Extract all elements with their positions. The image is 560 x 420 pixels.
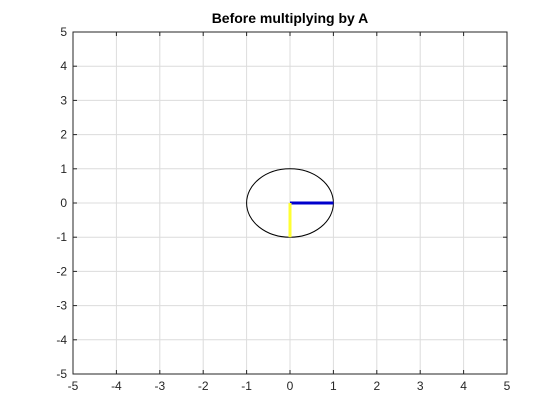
- series-group: [246, 168, 334, 238]
- y-tick-label: 2: [60, 128, 67, 142]
- y-tick-label: -1: [56, 230, 67, 244]
- unit-circle: [246, 168, 334, 238]
- y-tick-label: -4: [56, 333, 67, 347]
- y-tick-label: 5: [60, 25, 67, 39]
- x-tick-label: -3: [154, 379, 165, 393]
- x-tick-label: 5: [504, 379, 511, 393]
- y-axis: -5 -4 -3 -2 -1 0 1 2 3 4 5: [56, 25, 507, 381]
- y-tick-label: 4: [60, 59, 67, 73]
- y-tick-label: -2: [56, 264, 67, 278]
- y-tick-label: 3: [60, 93, 67, 107]
- x-tick-label: 0: [287, 379, 294, 393]
- x-tick-label: 3: [417, 379, 424, 393]
- y-tick-label: 1: [60, 162, 67, 176]
- x-tick-label: -2: [198, 379, 209, 393]
- y-tick-label: -5: [56, 367, 67, 381]
- chart-title: Before multiplying by A: [212, 10, 369, 26]
- x-tick-label: 2: [373, 379, 380, 393]
- x-tick-label: -4: [111, 379, 122, 393]
- x-tick-label: 4: [460, 379, 467, 393]
- y-tick-label: -3: [56, 299, 67, 313]
- x-tick-label: 1: [330, 379, 337, 393]
- x-tick-label: -1: [241, 379, 252, 393]
- x-tick-label: -5: [68, 379, 79, 393]
- x-axis: -5 -4 -3 -2 -1 0 1 2 3 4 5: [68, 32, 511, 393]
- y-tick-label: 0: [60, 196, 67, 210]
